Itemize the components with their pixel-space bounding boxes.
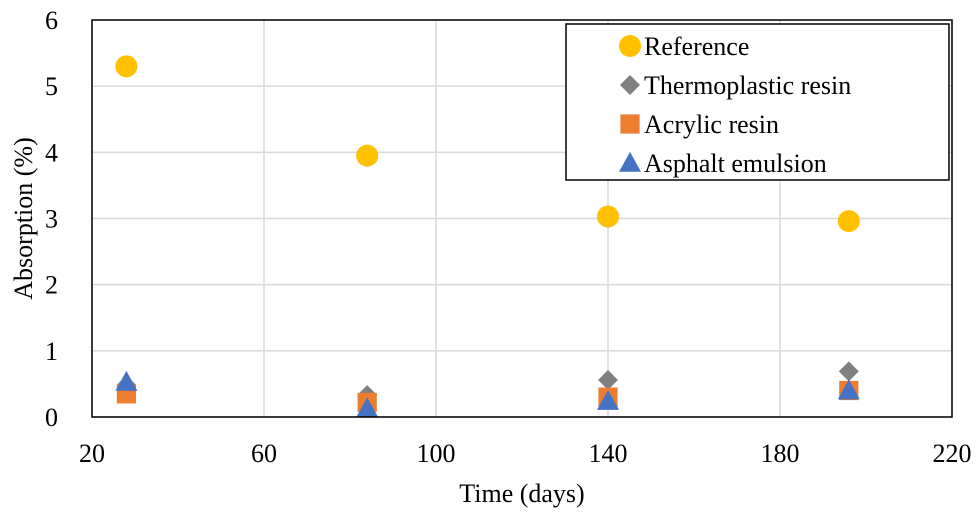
data-point-asphalt-emulsion	[837, 379, 860, 400]
x-tick-label: 60	[251, 439, 277, 468]
y-tick-label: 2	[45, 271, 58, 300]
y-tick-label: 1	[45, 337, 58, 366]
y-tick-labels: 0 1 2 3 4 5 6	[45, 6, 58, 432]
y-tick-label: 0	[45, 403, 58, 432]
data-points	[115, 55, 860, 418]
legend-marker-thermoplastic-resin	[620, 75, 640, 95]
data-point-thermoplastic-resin	[598, 369, 618, 390]
x-tick-label: 100	[417, 439, 456, 468]
legend-label-acrylic-resin: Acrylic resin	[644, 110, 779, 139]
data-point-reference	[837, 210, 860, 233]
legend-marker-asphalt-emulsion	[619, 152, 641, 172]
y-tick-label: 6	[45, 6, 58, 35]
data-point-asphalt-emulsion	[115, 370, 138, 391]
data-point-asphalt-emulsion	[356, 397, 379, 418]
data-point-asphalt-emulsion	[597, 390, 619, 410]
legend-marker-reference	[619, 35, 641, 57]
y-tick-label: 5	[45, 72, 58, 101]
y-tick-label: 3	[45, 205, 58, 234]
data-point-reference	[356, 144, 379, 167]
legend-label-asphalt-emulsion: Asphalt emulsion	[644, 149, 827, 178]
x-tick-label: 220	[933, 439, 972, 468]
data-point-thermoplastic-resin	[838, 361, 859, 382]
legend-label-thermoplastic-resin: Thermoplastic resin	[644, 71, 851, 100]
plot-area-frame	[91, 19, 953, 418]
x-tick-label: 140	[589, 439, 628, 468]
x-tick-label: 20	[79, 439, 105, 468]
data-point-reference	[115, 55, 138, 78]
legend-marker-acrylic-resin	[620, 114, 640, 134]
x-axis-title: Time (days)	[459, 479, 584, 508]
data-point-reference	[597, 205, 619, 228]
y-axis-title: Absorption (%)	[9, 137, 38, 299]
legend-label-reference: Reference	[644, 32, 749, 61]
legend: Reference Thermoplastic resin Acrylic resi…	[565, 23, 950, 181]
y-tick-label: 4	[45, 138, 58, 167]
x-tick-labels: 20 60 100 140 180 220	[79, 439, 972, 468]
x-tick-label: 180	[761, 439, 800, 468]
